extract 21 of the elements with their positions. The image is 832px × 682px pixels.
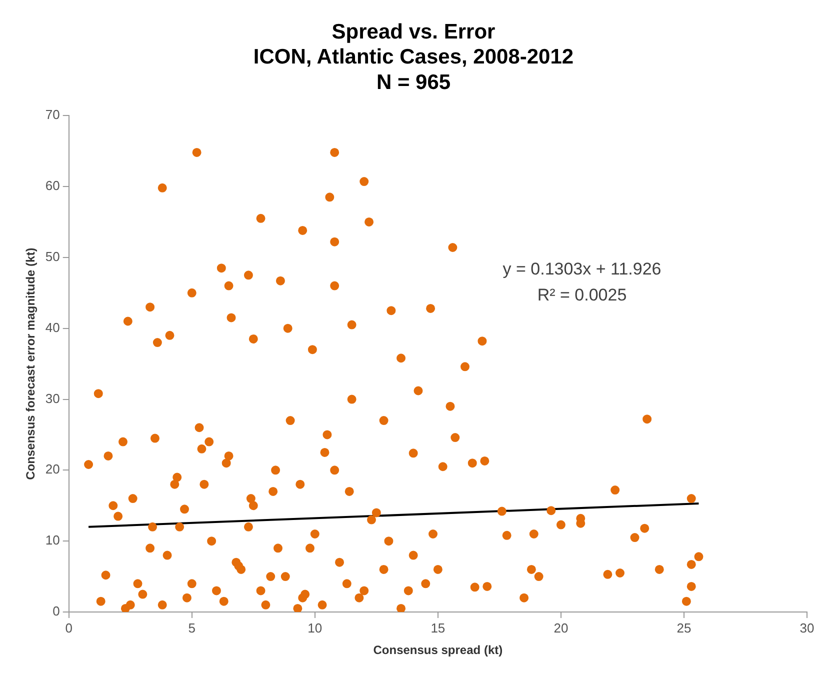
y-tick-label: 0 (52, 604, 60, 619)
annotation: R² = 0.0025 (537, 286, 627, 305)
y-tick-label: 70 (45, 107, 60, 122)
chart-title: Spread vs. Error (332, 20, 496, 44)
y-tick-label: 10 (45, 532, 60, 548)
x-tick-label: 0 (65, 620, 72, 636)
y-tick-label: 60 (45, 178, 60, 194)
x-tick-label: 20 (554, 620, 568, 636)
x-axis-title: Consensus spread (kt) (373, 643, 503, 658)
y-tick-label: 20 (45, 462, 60, 477)
x-tick-label: 25 (676, 620, 692, 636)
chart-subtitle: ICON, Atlantic Cases, 2008-2012 N = 965 (253, 46, 574, 94)
y-axis-title: Consensus forecast error magnitude (kt) (24, 248, 38, 480)
x-tick-label: 15 (430, 620, 446, 636)
y-tick-label: 40 (45, 320, 60, 335)
y-tick-label: 30 (45, 390, 60, 406)
x-tick-label: 10 (308, 620, 322, 636)
annotation: y = 0.1303x + 11.926 (502, 260, 662, 279)
x-tick-label: 30 (800, 620, 814, 636)
y-tick-label: 50 (45, 249, 60, 264)
x-tick-label: 5 (188, 620, 196, 636)
